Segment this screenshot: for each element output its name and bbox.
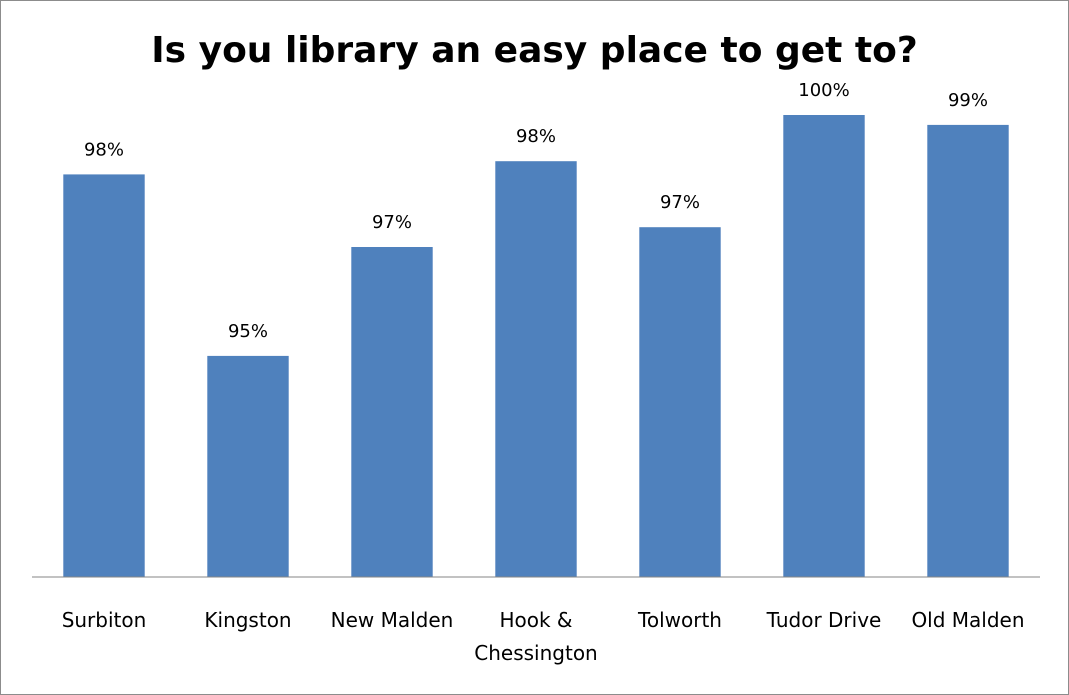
category-label: Hook & Chessington xyxy=(474,608,597,665)
data-label: 98% xyxy=(516,126,556,147)
data-label: 100% xyxy=(798,80,849,101)
category-label: Tudor Drive xyxy=(766,608,882,632)
data-label: 98% xyxy=(84,139,124,160)
category-label: New Malden xyxy=(331,608,454,632)
bar xyxy=(207,355,289,577)
bar xyxy=(351,247,433,577)
data-label: 97% xyxy=(660,192,700,213)
category-label: Surbiton xyxy=(62,608,147,632)
category-label: Tolworth xyxy=(637,608,722,632)
bar xyxy=(495,161,577,577)
data-label: 99% xyxy=(948,90,988,111)
bar xyxy=(639,227,721,577)
data-label: 97% xyxy=(372,212,412,233)
category-label: Old Malden xyxy=(911,608,1024,632)
data-label: 95% xyxy=(228,321,268,342)
category-label: Kingston xyxy=(204,608,291,632)
bar xyxy=(783,115,865,577)
bar xyxy=(63,174,145,577)
bar xyxy=(927,124,1009,578)
chart-title: Is you library an easy place to get to? xyxy=(151,30,918,71)
